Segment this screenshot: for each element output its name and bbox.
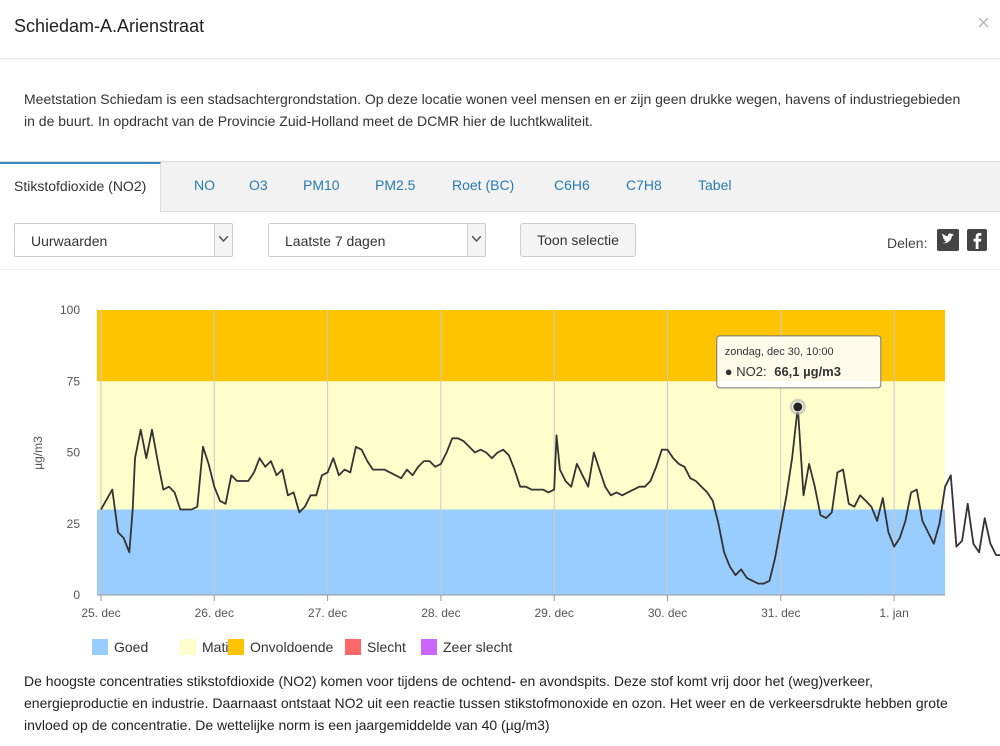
tooltip-value: 66,1 µg/m3 — [774, 364, 841, 379]
y-tick-label: 25 — [67, 517, 81, 531]
chevron-down-icon — [467, 224, 485, 256]
x-tick-label: 28. dec — [421, 606, 460, 620]
x-tick-label: 27. dec — [308, 606, 347, 620]
tab-no[interactable]: NO — [194, 177, 215, 193]
legend-swatch-slecht — [345, 639, 361, 655]
legend-swatch-matig — [180, 639, 196, 655]
tooltip-date: zondag, dec 30, 10:00 — [725, 346, 834, 358]
legend-label-matig: Matig — [202, 639, 236, 655]
tab-pm10[interactable]: PM10 — [303, 177, 340, 193]
x-tick-label: 1. jan — [879, 606, 908, 620]
band-goed — [97, 509, 945, 595]
y-axis-label: µg/m3 — [31, 436, 45, 470]
chevron-down-icon — [214, 224, 232, 256]
close-icon[interactable]: × — [977, 10, 990, 35]
tab-o3[interactable]: O3 — [249, 177, 268, 193]
x-tick-label: 31. dec — [761, 606, 800, 620]
series-line-no2 — [100, 406, 1000, 585]
tab-no2[interactable]: Stikstofdioxide (NO2) — [0, 162, 162, 213]
y-tick-label: 50 — [67, 446, 81, 460]
legend-swatch-onvoldoende — [228, 639, 244, 655]
interval-select[interactable]: Uurwaarden — [14, 223, 233, 257]
x-tick-label: 25. dec — [81, 606, 120, 620]
legend-label-onvoldoende: Onvoldoende — [250, 639, 334, 655]
legend-swatch-zeer-slecht — [421, 639, 437, 655]
tab-c7h8[interactable]: C7H8 — [626, 177, 662, 193]
pollutant-tabs: Stikstofdioxide (NO2) NO O3 PM10 PM2.5 R… — [0, 161, 1000, 213]
tooltip-series: NO2: — [736, 364, 766, 379]
tooltip-value-line: ● NO2: 66,1 µg/m3 — [725, 364, 841, 379]
x-tick-label: 29. dec — [535, 606, 574, 620]
tab-c6h6[interactable]: C6H6 — [554, 177, 590, 193]
x-tick-label: 26. dec — [195, 606, 234, 620]
highlight-point — [792, 401, 804, 413]
band-matig — [97, 381, 945, 510]
tab-tabel[interactable]: Tabel — [698, 177, 732, 193]
y-tick-label: 75 — [67, 374, 81, 388]
tab-roet[interactable]: Roet (BC) — [452, 177, 515, 193]
interval-value: Uurwaarden — [31, 233, 108, 249]
share-label: Delen: — [887, 235, 928, 251]
pollutant-explanation: De hoogste concentraties stikstofdioxide… — [24, 673, 948, 733]
y-tick-label: 0 — [73, 588, 80, 602]
y-tick-label: 100 — [60, 303, 80, 317]
chart-tooltip: zondag, dec 30, 10:00 ● NO2: 66,1 µg/m3 — [716, 335, 882, 389]
period-select[interactable]: Laatste 7 dagen — [268, 223, 486, 257]
legend-label-goed: Goed — [114, 639, 148, 655]
legend-swatch-goed — [92, 639, 108, 655]
chart-controls: Uurwaarden Laatste 7 dagen Toon selectie… — [0, 211, 1000, 270]
show-selection-button[interactable]: Toon selectie — [520, 223, 636, 257]
legend-label-zeer-slecht: Zeer slecht — [443, 639, 512, 655]
bullet-icon: ● — [725, 364, 736, 379]
facebook-icon[interactable] — [967, 229, 987, 251]
modal-header: Schiedam-A.Arienstraat × — [0, 0, 1000, 59]
period-value: Laatste 7 dagen — [285, 233, 386, 249]
x-tick-label: 30. dec — [648, 606, 687, 620]
no2-chart: 0 25 50 75 100 25. dec 26. dec 27. dec 28. dec 2… — [31, 303, 1000, 655]
station-description: Meetstation Schiedam is een stadsachterg… — [24, 91, 961, 129]
legend-label-slecht: Slecht — [367, 639, 406, 655]
station-title: Schiedam-A.Arienstraat — [14, 16, 205, 36]
tab-pm25[interactable]: PM2.5 — [375, 177, 416, 193]
twitter-icon[interactable] — [937, 229, 959, 251]
